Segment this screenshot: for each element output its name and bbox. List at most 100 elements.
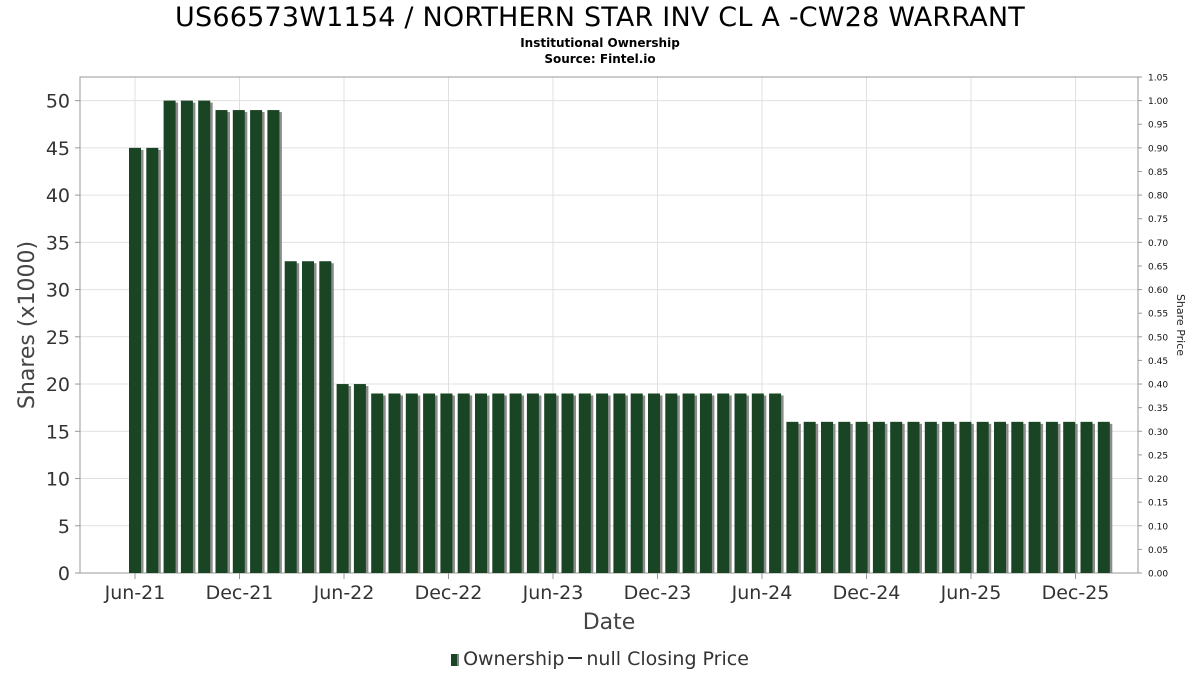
bar: [129, 147, 141, 573]
y2-tick-label: 0.05: [1148, 546, 1168, 556]
bar: [509, 393, 522, 573]
bar-series: [129, 100, 1113, 574]
x-tick-label: Jun-25: [940, 582, 1002, 604]
bar: [423, 393, 436, 573]
y-tick-label: 45: [46, 138, 70, 160]
y-tick-label: 5: [58, 516, 70, 538]
bar: [630, 393, 643, 573]
bar: [890, 421, 903, 573]
bar: [821, 421, 833, 573]
bar: [336, 384, 349, 573]
bar: [215, 110, 228, 574]
bar: [319, 261, 332, 573]
bar: [907, 421, 920, 573]
bar: [163, 100, 176, 573]
bar: [942, 421, 955, 573]
y-tick-label: 20: [46, 374, 70, 396]
bar: [786, 421, 799, 573]
bar: [994, 421, 1006, 573]
y2-tick-label: 0.85: [1148, 168, 1168, 178]
y2-tick-label: 0.10: [1148, 522, 1168, 532]
bar: [561, 393, 574, 573]
chart-title: US66573W1154 / NORTHERN STAR INV CL A -C…: [175, 2, 1025, 33]
y2-tick-label: 0.40: [1148, 381, 1168, 391]
bar: [371, 393, 384, 573]
bar: [1097, 421, 1110, 573]
y2-tick-label: 0.70: [1148, 239, 1168, 249]
y2-tick-label: 0.20: [1148, 475, 1168, 485]
bar: [976, 421, 989, 573]
y-tick-label: 40: [46, 185, 70, 207]
x-tick-label: Jun-22: [313, 582, 375, 604]
bar: [475, 393, 487, 573]
bar: [872, 421, 885, 573]
ownership-swatch-icon: [451, 654, 460, 666]
bar: [803, 421, 816, 573]
bar: [959, 421, 972, 573]
x-tick-label: Jun-21: [104, 582, 166, 604]
bar: [613, 393, 626, 573]
bar: [751, 393, 764, 573]
x-tick-label: Dec-21: [206, 582, 274, 604]
y-tick-label: 35: [46, 232, 70, 254]
y-tick-label: 25: [46, 327, 70, 349]
y-axis: 0 5 10 15 20 25 30 35 40 45 50: [46, 91, 80, 585]
legend: Ownership null Closing Price: [0, 648, 1200, 670]
bar: [665, 393, 678, 573]
legend-price: null Closing Price: [586, 648, 749, 670]
bar: [682, 393, 695, 573]
bar: [180, 100, 193, 573]
bar: [526, 393, 539, 573]
bar: [457, 393, 470, 573]
bar: [1028, 421, 1041, 573]
bar: [578, 393, 591, 573]
y2-tick-label: 0.25: [1148, 451, 1168, 461]
y2-tick-label: 0.45: [1148, 357, 1168, 367]
y-tick-label: 30: [46, 280, 70, 302]
y2-tick-label: 0.80: [1148, 192, 1168, 202]
bar: [440, 393, 453, 573]
bar: [648, 393, 660, 573]
bar: [250, 110, 263, 574]
bar: [544, 393, 557, 573]
y-tick-label: 10: [46, 469, 70, 491]
y-tick-label: 0: [58, 563, 70, 585]
y2-tick-label: 0.00: [1148, 570, 1168, 580]
bar: [146, 147, 159, 573]
y2-tick-label: 0.90: [1148, 144, 1168, 154]
x-tick-label: Dec-23: [624, 582, 692, 604]
bar: [232, 110, 245, 574]
y2-tick-label: 0.35: [1148, 404, 1168, 414]
chart-source: Source: Fintel.io: [544, 52, 656, 66]
y2-tick-label: 0.95: [1148, 121, 1168, 131]
bar: [855, 421, 868, 573]
bar: [388, 393, 401, 573]
bar: [267, 110, 280, 574]
legend-ownership: Ownership: [463, 648, 565, 670]
bar: [1063, 421, 1076, 573]
x-tick-label: Dec-22: [415, 582, 483, 604]
y2-tick-label: 1.05: [1148, 74, 1168, 84]
x-axis: Jun-21 Dec-21 Jun-22 Dec-22 Jun-23 Dec-23 Jun-…: [104, 573, 1109, 604]
y-tick-label: 50: [46, 91, 70, 113]
bar: [769, 393, 782, 573]
x-tick-label: Dec-24: [833, 582, 901, 604]
x-axis-label: Date: [583, 610, 636, 635]
bar: [302, 261, 314, 573]
bar: [734, 393, 747, 573]
bar: [353, 384, 366, 573]
bar: [284, 261, 297, 573]
bar: [492, 393, 505, 573]
chart-subtitle: Institutional Ownership: [520, 36, 680, 50]
y2-tick-label: 1.00: [1148, 97, 1168, 107]
bar: [1011, 421, 1024, 573]
y2-tick-label: 0.55: [1148, 310, 1168, 320]
y2-axis: 0.00 0.05 0.10 0.15 0.20 0.25 0.30 0.35 0.40 0.45…: [1138, 74, 1168, 580]
y-axis-label: Shares (x1000): [15, 241, 40, 409]
x-tick-label: Jun-24: [731, 582, 793, 604]
y2-tick-label: 0.15: [1148, 499, 1168, 509]
bar: [1080, 421, 1093, 573]
y2-tick-label: 0.50: [1148, 333, 1168, 343]
bar: [699, 393, 712, 573]
